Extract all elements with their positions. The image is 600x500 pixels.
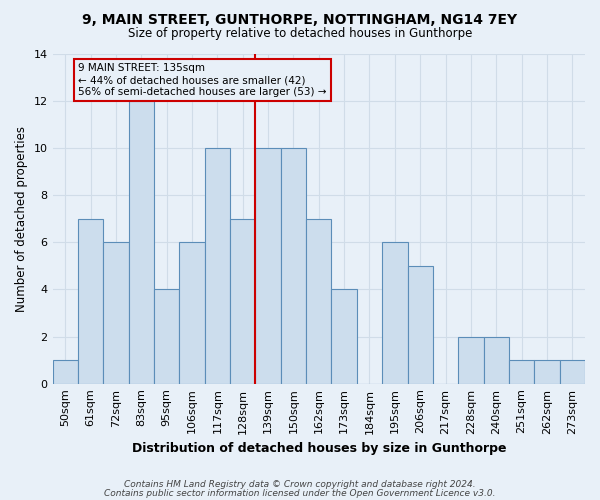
- Bar: [78, 219, 103, 384]
- Bar: [509, 360, 534, 384]
- Text: 9 MAIN STREET: 135sqm
← 44% of detached houses are smaller (42)
56% of semi-deta: 9 MAIN STREET: 135sqm ← 44% of detached …: [78, 64, 326, 96]
- Bar: [484, 336, 509, 384]
- Text: Contains HM Land Registry data © Crown copyright and database right 2024.: Contains HM Land Registry data © Crown c…: [124, 480, 476, 489]
- Bar: [179, 242, 205, 384]
- X-axis label: Distribution of detached houses by size in Gunthorpe: Distribution of detached houses by size …: [131, 442, 506, 455]
- Bar: [256, 148, 281, 384]
- Bar: [205, 148, 230, 384]
- Text: 9, MAIN STREET, GUNTHORPE, NOTTINGHAM, NG14 7EY: 9, MAIN STREET, GUNTHORPE, NOTTINGHAM, N…: [82, 12, 518, 26]
- Bar: [154, 290, 179, 384]
- Bar: [458, 336, 484, 384]
- Bar: [53, 360, 78, 384]
- Bar: [103, 242, 128, 384]
- Bar: [281, 148, 306, 384]
- Text: Contains public sector information licensed under the Open Government Licence v3: Contains public sector information licen…: [104, 489, 496, 498]
- Bar: [407, 266, 433, 384]
- Bar: [560, 360, 585, 384]
- Bar: [128, 101, 154, 384]
- Bar: [382, 242, 407, 384]
- Bar: [230, 219, 256, 384]
- Text: Size of property relative to detached houses in Gunthorpe: Size of property relative to detached ho…: [128, 28, 472, 40]
- Y-axis label: Number of detached properties: Number of detached properties: [15, 126, 28, 312]
- Bar: [306, 219, 331, 384]
- Bar: [331, 290, 357, 384]
- Bar: [534, 360, 560, 384]
